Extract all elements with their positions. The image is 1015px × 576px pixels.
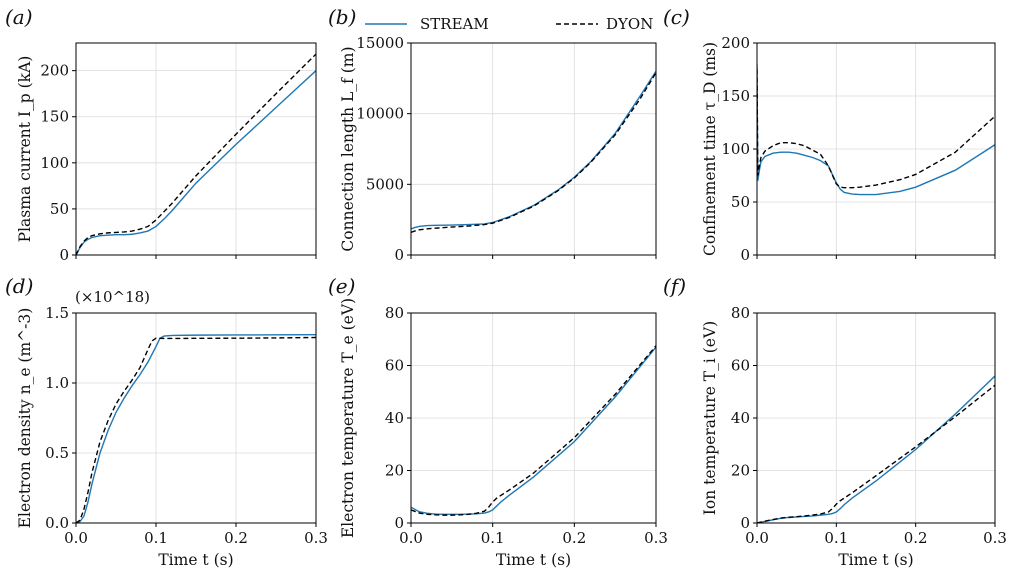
y-tick-label: 1.5 [45,304,69,322]
y-tick-label: 0.5 [45,444,69,462]
y-axis-label: Confinement time τ_D (ms) [701,42,719,256]
y-axis-label: Electron density n_e (m^-3) [16,308,34,529]
panel-a-plasma-current: 0 50 100 150 200 Plasma current I_p (kA) [16,42,317,264]
x-axis-label: Time t (s) [496,551,571,569]
axes-frame [75,42,317,256]
y-tick-label: 200 [40,62,69,80]
y-tick-label: 5000 [366,175,404,193]
legend-label-stream: STREAM [420,15,489,33]
axes-frame [756,42,996,256]
panel-label-b: (b) [328,5,356,29]
y-tick-label: 0 [394,514,404,532]
series-line-stream [757,64,995,196]
y-tick-label: 40 [731,409,750,427]
x-tick-label: 0.3 [644,529,668,547]
y-axis-label: Electron temperature T_e (eV) [339,298,357,538]
y-tick-label: 15000 [356,34,404,52]
axes-frame [75,312,317,524]
series-line-dyon [411,72,656,234]
y-tick-label: 0 [59,246,69,264]
panel-label-c: (c) [663,5,690,29]
series-line-dyon [76,53,316,255]
series-line-stream [411,346,656,516]
series-line-stream [411,70,656,230]
x-tick-label: 0.0 [745,529,769,547]
panel-d-electron-density: 0.0 0.1 0.2 0.3 0.0 0.5 1.0 1.5 Time t (s) Electr… [16,304,328,569]
y-tick-label: 20 [731,462,750,480]
y-tick-label: 100 [40,154,69,172]
series-line-stream [76,334,316,523]
y-tick-label: 150 [40,108,69,126]
y-tick-label: 0.0 [45,514,69,532]
panel-label-d: (d) [5,274,33,298]
y-tick-label: 50 [731,193,750,211]
x-tick-label: 0.2 [904,529,928,547]
panel-label-a: (a) [5,5,33,29]
y-tick-label: 80 [731,304,750,322]
series-line-dyon [411,345,656,516]
x-tick-label: 0.0 [64,529,88,547]
legend-label-dyon: DYON [606,15,653,33]
y-tick-label: 50 [50,200,69,218]
y-tick-label: 80 [385,304,404,322]
x-tick-label: 0.2 [562,529,586,547]
panel-f-ion-temperature: 0.0 0.1 0.2 0.3 0 20 40 60 80 Time t (s) Ion tempe… [701,304,1007,569]
y-tick-label: 1.0 [45,374,69,392]
y-tick-label: 40 [385,409,404,427]
x-tick-label: 0.1 [824,529,848,547]
y-tick-label: 100 [721,140,750,158]
x-tick-label: 0.2 [224,529,248,547]
y-tick-label: 20 [385,462,404,480]
x-tick-label: 0.3 [983,529,1007,547]
y-tick-label: 0 [394,246,404,264]
x-axis-label: Time t (s) [838,551,913,569]
y-axis-label: Plasma current I_p (kA) [16,56,34,243]
axes-frame [756,312,996,524]
x-tick-label: 0.0 [399,529,423,547]
panel-label-e: (e) [328,274,355,298]
multiplier-label: (×10^18) [75,288,150,306]
series-line-dyon [76,336,316,523]
series-line-dyon [757,69,995,189]
y-tick-label: 200 [721,34,750,52]
y-axis-label: Connection length L_f (m) [339,46,357,251]
series-line-dyon [757,384,995,523]
panel-label-f: (f) [663,274,686,298]
x-axis-label: Time t (s) [158,551,233,569]
legend: STREAM DYON [365,15,653,33]
axes-frame [410,42,657,256]
axes-frame [410,312,657,524]
y-tick-label: 10000 [356,105,404,123]
y-tick-label: 150 [721,87,750,105]
x-tick-label: 0.1 [144,529,168,547]
y-axis-label: Ion temperature T_i (eV) [701,321,719,515]
x-tick-label: 0.3 [304,529,328,547]
y-tick-label: 60 [731,357,750,375]
y-tick-label: 0 [740,514,750,532]
y-tick-label: 60 [385,357,404,375]
x-tick-label: 0.1 [481,529,505,547]
y-tick-label: 0 [740,246,750,264]
series-line-stream [757,375,995,523]
panel-e-electron-temperature: 0.0 0.1 0.2 0.3 0 20 40 60 80 Time t (s) Electron … [339,298,668,569]
series-line-stream [76,70,316,255]
